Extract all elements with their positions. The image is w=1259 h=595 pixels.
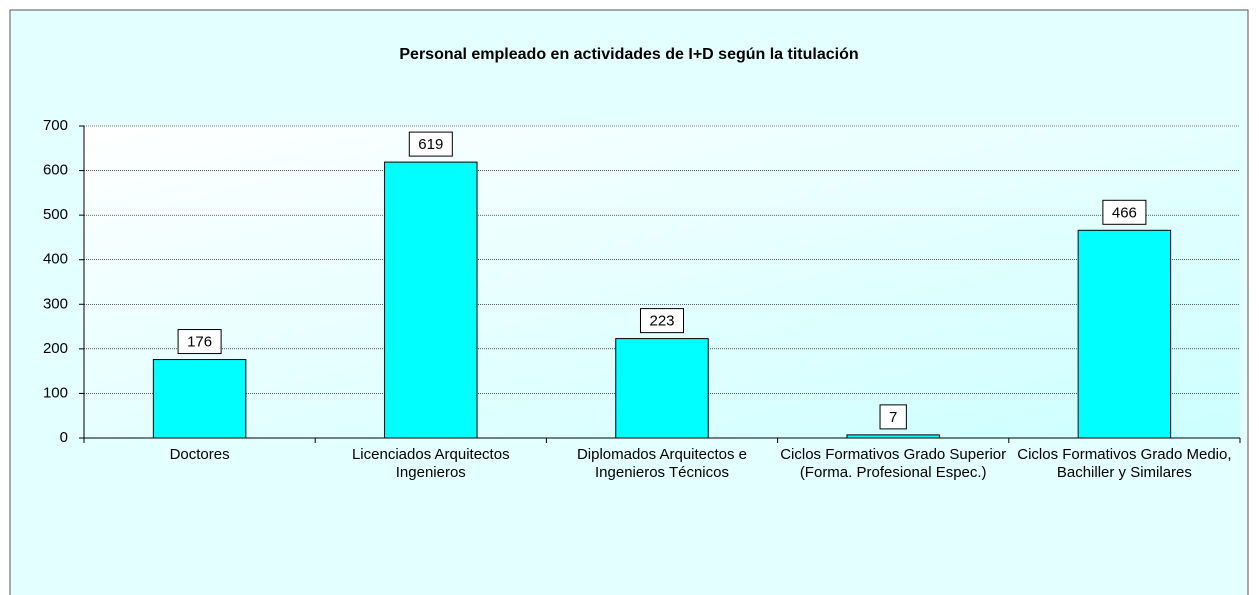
- x-tick-label: Ciclos Formativos Grado Medio, Bachiller…: [1017, 446, 1232, 481]
- y-tick-label: 400: [43, 251, 68, 268]
- bar: [846, 434, 940, 439]
- data-label-box: [177, 329, 222, 355]
- bar: [384, 161, 478, 439]
- data-label: 466: [1112, 204, 1137, 221]
- bar: [1077, 229, 1172, 439]
- data-label-box: [879, 404, 907, 430]
- x-tick-label: Ciclos Formativos Grado Superior (Forma.…: [780, 446, 1007, 481]
- data-label: 223: [649, 313, 674, 330]
- y-tick-label: 200: [43, 340, 68, 357]
- data-label-box: [1102, 199, 1147, 225]
- bar: [152, 359, 247, 439]
- y-tick-label: 100: [43, 384, 68, 401]
- y-tick-label: 300: [43, 295, 68, 312]
- data-label: 7: [889, 409, 897, 426]
- x-tick-label: Licenciados Arquitectos Ingenieros: [351, 446, 510, 481]
- data-label: 176: [187, 334, 212, 351]
- chart-title: Personal empleado en actividades de I+D …: [399, 46, 858, 63]
- bar: [615, 338, 709, 439]
- y-tick-label: 600: [43, 162, 68, 179]
- y-tick-label: 500: [43, 206, 68, 223]
- data-label-box: [639, 308, 685, 334]
- data-label-box: [408, 131, 453, 157]
- y-tick-label: 700: [43, 117, 68, 134]
- x-tick-label: Doctores: [169, 446, 230, 463]
- y-tick-label: 0: [60, 429, 68, 446]
- data-label: 619: [418, 136, 443, 153]
- x-tick-label: Diplomados Arquitectos e Ingenieros Técn…: [576, 446, 748, 481]
